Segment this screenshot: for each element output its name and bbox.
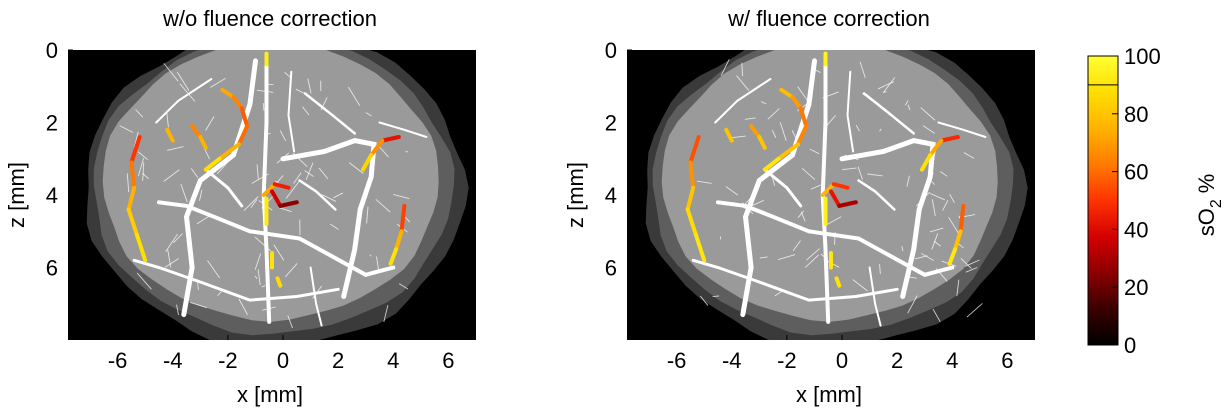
x-axis-label: x [mm] xyxy=(796,382,862,407)
colorbar-label-unit: % xyxy=(1194,174,1219,194)
y-tick-label: 4 xyxy=(46,183,58,208)
x-tick-label: -2 xyxy=(218,348,238,373)
sO2-vessel-segment xyxy=(690,162,693,187)
panel-without-fluence-correction: w/o fluence correction -6 -4 -2 0 2 4 6 0 2 4 6 x… xyxy=(4,6,476,407)
y-tick-label: 6 xyxy=(605,256,617,281)
sO2-vessel-segment xyxy=(837,278,840,285)
y-tick-label: 0 xyxy=(605,38,617,63)
colorbar-tick-labels: 0 20 40 60 80 100 xyxy=(1112,44,1161,358)
y-tick-label: 0 xyxy=(46,38,58,63)
y-axis-label: z [mm] xyxy=(563,162,588,228)
x-axis-label: x [mm] xyxy=(237,382,303,407)
colorbar-label-subscript: 2 xyxy=(1208,199,1225,208)
colorbar-tick-label: 80 xyxy=(1124,102,1148,127)
x-tick-label: 6 xyxy=(442,348,454,373)
colorbar-tick-label: 0 xyxy=(1124,333,1136,358)
panel-title: w/ fluence correction xyxy=(727,6,930,31)
capillary xyxy=(713,296,719,297)
x-tick-label: -4 xyxy=(722,348,742,373)
x-tick-label: -2 xyxy=(777,348,797,373)
y-tick-label: 2 xyxy=(46,111,58,136)
x-tick-label: -4 xyxy=(163,348,183,373)
colorbar-tick-label: 20 xyxy=(1124,275,1148,300)
sO2-vessel-segment xyxy=(961,206,964,231)
x-tick-labels: -6 -4 -2 0 2 4 6 xyxy=(108,335,455,373)
capillary xyxy=(263,103,264,110)
colorbar: 0 20 40 60 80 100 sO2% xyxy=(1088,44,1225,358)
x-tick-label: 0 xyxy=(277,348,289,373)
colorbar-label: sO2% xyxy=(1194,174,1225,237)
y-tick-label: 4 xyxy=(605,183,617,208)
colorbar-tick-label: 40 xyxy=(1124,217,1148,242)
colorbar-gradient xyxy=(1088,56,1118,345)
x-tick-label: 4 xyxy=(946,348,958,373)
x-tick-label: 2 xyxy=(891,348,903,373)
colorbar-label-main: sO xyxy=(1194,208,1219,236)
plot-area xyxy=(68,28,476,344)
panel-with-fluence-correction: w/ fluence correction -6 -4 -2 0 2 4 6 0 2 4 6 x … xyxy=(563,6,1035,407)
y-tick-label: 2 xyxy=(605,111,617,136)
x-tick-label: 6 xyxy=(1001,348,1013,373)
x-tick-label: -6 xyxy=(108,348,128,373)
y-axis-label: z [mm] xyxy=(4,162,29,228)
x-tick-label: 0 xyxy=(836,348,848,373)
x-tick-label: -6 xyxy=(667,348,687,373)
sO2-vessel-segment xyxy=(131,162,134,187)
svg-text:sO2%: sO2% xyxy=(1194,174,1225,237)
capillary xyxy=(835,232,836,244)
sO2-vessel-segment xyxy=(402,206,405,231)
x-tick-label: 4 xyxy=(387,348,399,373)
sO2-vessel-segment xyxy=(278,278,281,285)
colorbar-tick-label: 100 xyxy=(1124,44,1161,69)
y-tick-label: 6 xyxy=(46,256,58,281)
panel-title: w/o fluence correction xyxy=(162,6,377,31)
plot-area xyxy=(627,28,1035,344)
colorbar-tick-label: 60 xyxy=(1124,160,1148,185)
x-tick-label: 2 xyxy=(332,348,344,373)
x-tick-labels: -6 -4 -2 0 2 4 6 xyxy=(667,335,1014,373)
